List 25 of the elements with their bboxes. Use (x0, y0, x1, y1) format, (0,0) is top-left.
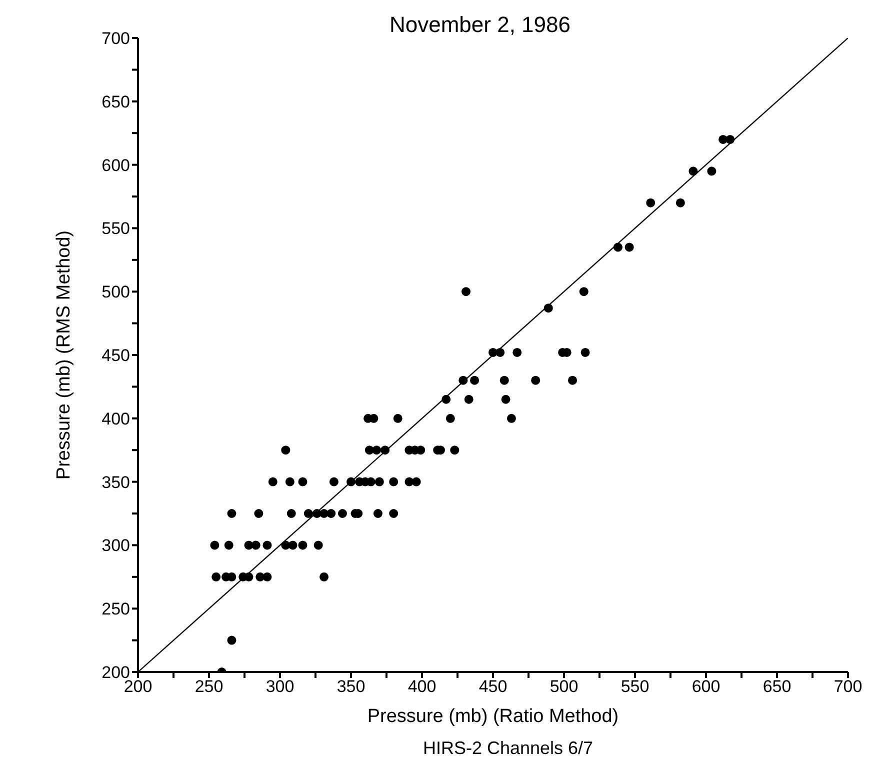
chart-title: November 2, 1986 (390, 12, 570, 37)
y-tick-label: 450 (102, 346, 130, 366)
y-tick-label: 500 (102, 282, 130, 302)
x-tick-label: 650 (762, 677, 792, 696)
y-tick-label: 600 (102, 156, 130, 175)
x-tick-label: 200 (124, 677, 152, 696)
x-tick-label: 600 (692, 677, 720, 696)
y-axis-title: Pressure (mb) (RMS Method) (54, 230, 75, 480)
x-tick-label: 550 (620, 677, 650, 696)
y-tick-label: 350 (102, 472, 130, 492)
x-tick-label: 500 (550, 677, 578, 696)
x-tick-label: 450 (478, 677, 508, 696)
text: HIRS-2 Channels 6/7 (422, 738, 594, 759)
y-tick-label: 250 (102, 600, 130, 619)
x-tick-label: 300 (266, 677, 294, 696)
x-tick-label: 350 (336, 677, 366, 696)
y-tick-label: 400 (102, 409, 130, 428)
y-tick-label: 550 (102, 219, 130, 238)
x-tick-label: 250 (194, 677, 224, 696)
x-axis-title: Pressure (mb) (Ratio Method) (367, 706, 619, 727)
y-tick-label: 300 (102, 536, 130, 556)
y-tick-label: 650 (102, 92, 130, 112)
x-tick-label: 400 (408, 677, 436, 696)
x-tick-label: 700 (834, 677, 862, 696)
y-tick-label: 700 (102, 29, 130, 48)
